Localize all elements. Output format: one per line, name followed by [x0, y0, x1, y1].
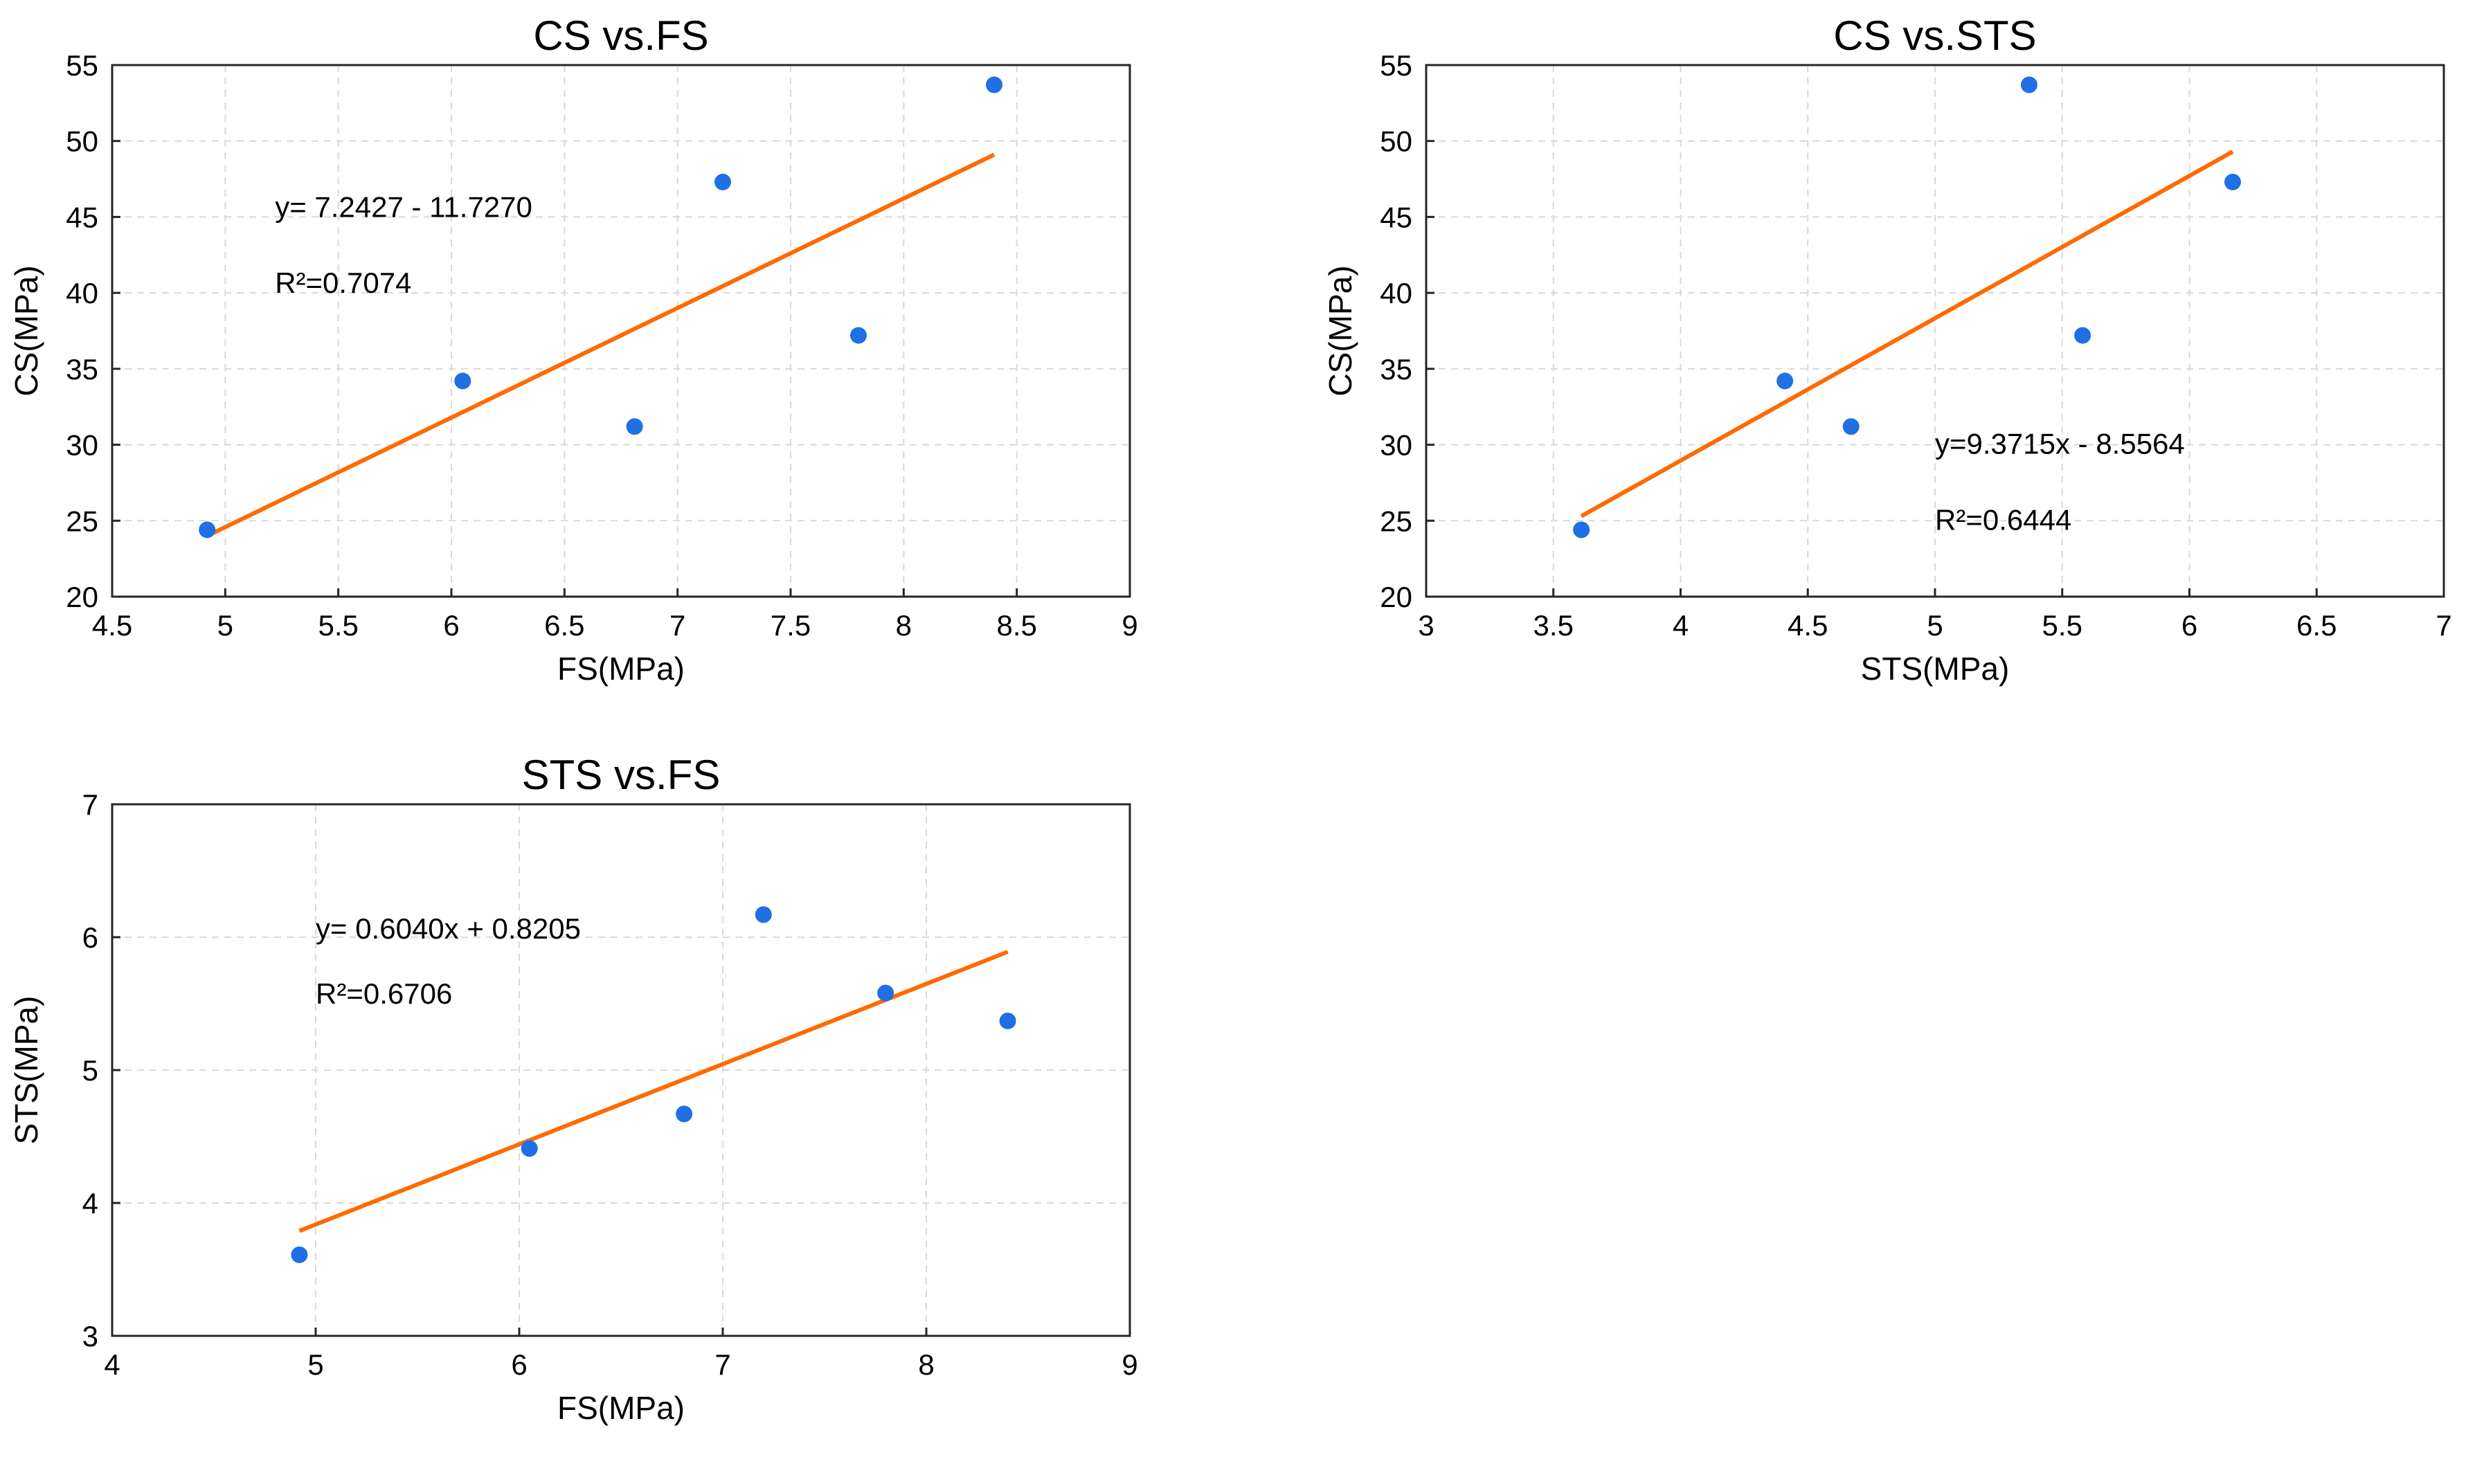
x-tick-label: 6 [443, 609, 459, 642]
fit-line [206, 152, 996, 538]
y-axis-label: CS(MPa) [8, 265, 44, 396]
y-tick-label: 35 [1380, 353, 1412, 386]
data-point [1776, 372, 1794, 390]
x-tick-label: 5.5 [2042, 609, 2082, 642]
x-tick-label: 3.5 [1533, 609, 1574, 642]
data-point [986, 76, 1002, 93]
data-point [2020, 76, 2037, 93]
x-tick-label: 8 [918, 1348, 934, 1381]
x-axis-label: FS(MPa) [557, 1390, 685, 1426]
x-tick-label: 4.5 [92, 609, 132, 642]
x-axis-label: FS(MPa) [557, 651, 685, 687]
data-point [999, 1012, 1016, 1029]
y-tick-label: 50 [1380, 125, 1412, 158]
data-point [199, 521, 216, 539]
x-tick-label: 4.5 [1788, 609, 1828, 642]
data-point [877, 984, 894, 1002]
data-point [714, 173, 731, 190]
x-tick-label: 5 [307, 1348, 323, 1381]
data-point [521, 1140, 538, 1157]
y-tick-label: 25 [66, 505, 98, 537]
y-axis-label: CS(MPa) [1322, 265, 1358, 396]
y-tick-label: 30 [66, 429, 98, 462]
y-tick-label: 6 [82, 921, 98, 954]
x-tick-label: 7 [669, 609, 685, 642]
chart-cs-vs-sts: 3 3.5 4 4.5 5 5.5 6 6.5 7 20 25 30 35 40 45 50 55 CS vs.S… [1322, 12, 2452, 687]
annotation-text: R²=0.6706 [316, 977, 452, 1010]
x-tick-label: 5 [1927, 609, 1943, 642]
annotation-text: y= 7.2427 - 11.7270 [275, 190, 532, 223]
x-tick-label: 6 [511, 1348, 527, 1381]
y-tick-label: 20 [66, 581, 98, 613]
annotation-text: R²=0.6444 [1935, 503, 2071, 536]
x-axis-label: STS(MPa) [1861, 651, 2010, 687]
x-tick-label: 5.5 [318, 609, 358, 642]
y-tick-label: 35 [66, 353, 98, 386]
x-tick-label: 7.5 [771, 609, 811, 642]
x-tick-label: 7 [714, 1348, 730, 1381]
y-tick-label: 5 [82, 1054, 98, 1087]
data-point [626, 418, 643, 435]
data-point [454, 372, 471, 390]
x-tick-label: 4 [104, 1348, 120, 1381]
annotation-text: y=9.3715x - 8.5564 [1935, 428, 2185, 460]
y-tick-label: 7 [82, 788, 98, 821]
x-tick-label: 6.5 [544, 609, 584, 642]
x-tick-label: 9 [1122, 609, 1137, 642]
y-tick-label: 20 [1380, 581, 1412, 613]
data-point [1842, 418, 1860, 435]
x-tick-label: 7 [2436, 609, 2451, 642]
plot-frame [111, 64, 1131, 598]
data-point [755, 906, 772, 923]
y-tick-label: 3 [82, 1320, 98, 1352]
chart-title: STS vs.FS [522, 752, 721, 798]
fit-line [1580, 150, 2234, 518]
y-tick-label: 40 [1380, 277, 1412, 309]
y-tick-label: 30 [1380, 429, 1412, 462]
x-tick-label: 8 [896, 609, 912, 642]
y-tick-label: 55 [66, 49, 98, 82]
y-tick-label: 25 [1380, 505, 1412, 537]
y-tick-label: 50 [66, 125, 98, 158]
x-tick-label: 8.5 [996, 609, 1036, 642]
chart-title: CS vs.STS [1833, 12, 2036, 59]
annotation-text: y= 0.6040x + 0.8205 [316, 912, 581, 945]
data-point [676, 1105, 693, 1123]
y-axis-label: STS(MPa) [8, 996, 44, 1145]
y-tick-label: 40 [66, 277, 98, 309]
x-tick-label: 6.5 [2296, 609, 2337, 642]
x-tick-label: 9 [1122, 1348, 1137, 1381]
y-tick-label: 4 [82, 1187, 98, 1220]
y-tick-label: 45 [66, 201, 98, 233]
data-point [1573, 521, 1590, 539]
x-tick-label: 5 [217, 609, 233, 642]
annotation-text: R²=0.7074 [275, 266, 411, 299]
x-tick-label: 4 [1673, 609, 1689, 642]
data-point [291, 1246, 308, 1263]
data-point [2074, 327, 2091, 344]
x-tick-label: 6 [2181, 609, 2197, 642]
x-tick-label: 3 [1418, 609, 1434, 642]
chart-cs-vs-fs: 4.5 5 5.5 6 6.5 7 7.5 8 8.5 9 20 25 30 35 40 45 50 55 CS v… [8, 12, 1138, 687]
data-point [850, 327, 867, 344]
y-tick-label: 45 [1380, 201, 1412, 233]
y-tick-label: 55 [1380, 49, 1412, 82]
data-point [2224, 173, 2241, 190]
chart-title: CS vs.FS [533, 12, 708, 59]
